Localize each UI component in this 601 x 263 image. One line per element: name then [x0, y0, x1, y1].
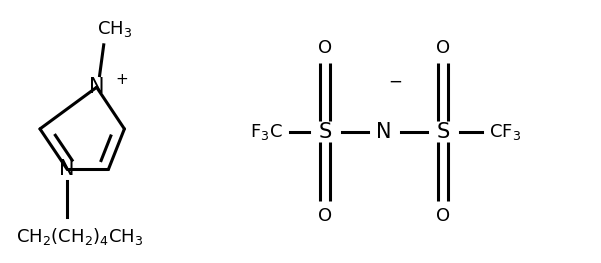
- Text: O: O: [436, 39, 450, 57]
- Text: CH$_2$(CH$_2$)$_4$CH$_3$: CH$_2$(CH$_2$)$_4$CH$_3$: [16, 226, 144, 247]
- Text: S: S: [319, 122, 332, 141]
- Text: O: O: [318, 207, 332, 225]
- Text: S: S: [436, 122, 450, 141]
- Text: CF$_3$: CF$_3$: [489, 122, 521, 141]
- Text: CH$_3$: CH$_3$: [97, 19, 132, 39]
- Text: +: +: [115, 72, 128, 87]
- Text: N: N: [59, 159, 75, 179]
- Text: N: N: [89, 77, 105, 97]
- Text: N: N: [376, 122, 392, 141]
- Text: O: O: [318, 39, 332, 57]
- Text: −: −: [388, 73, 401, 91]
- Text: F$_3$C: F$_3$C: [250, 122, 282, 141]
- Text: O: O: [436, 207, 450, 225]
